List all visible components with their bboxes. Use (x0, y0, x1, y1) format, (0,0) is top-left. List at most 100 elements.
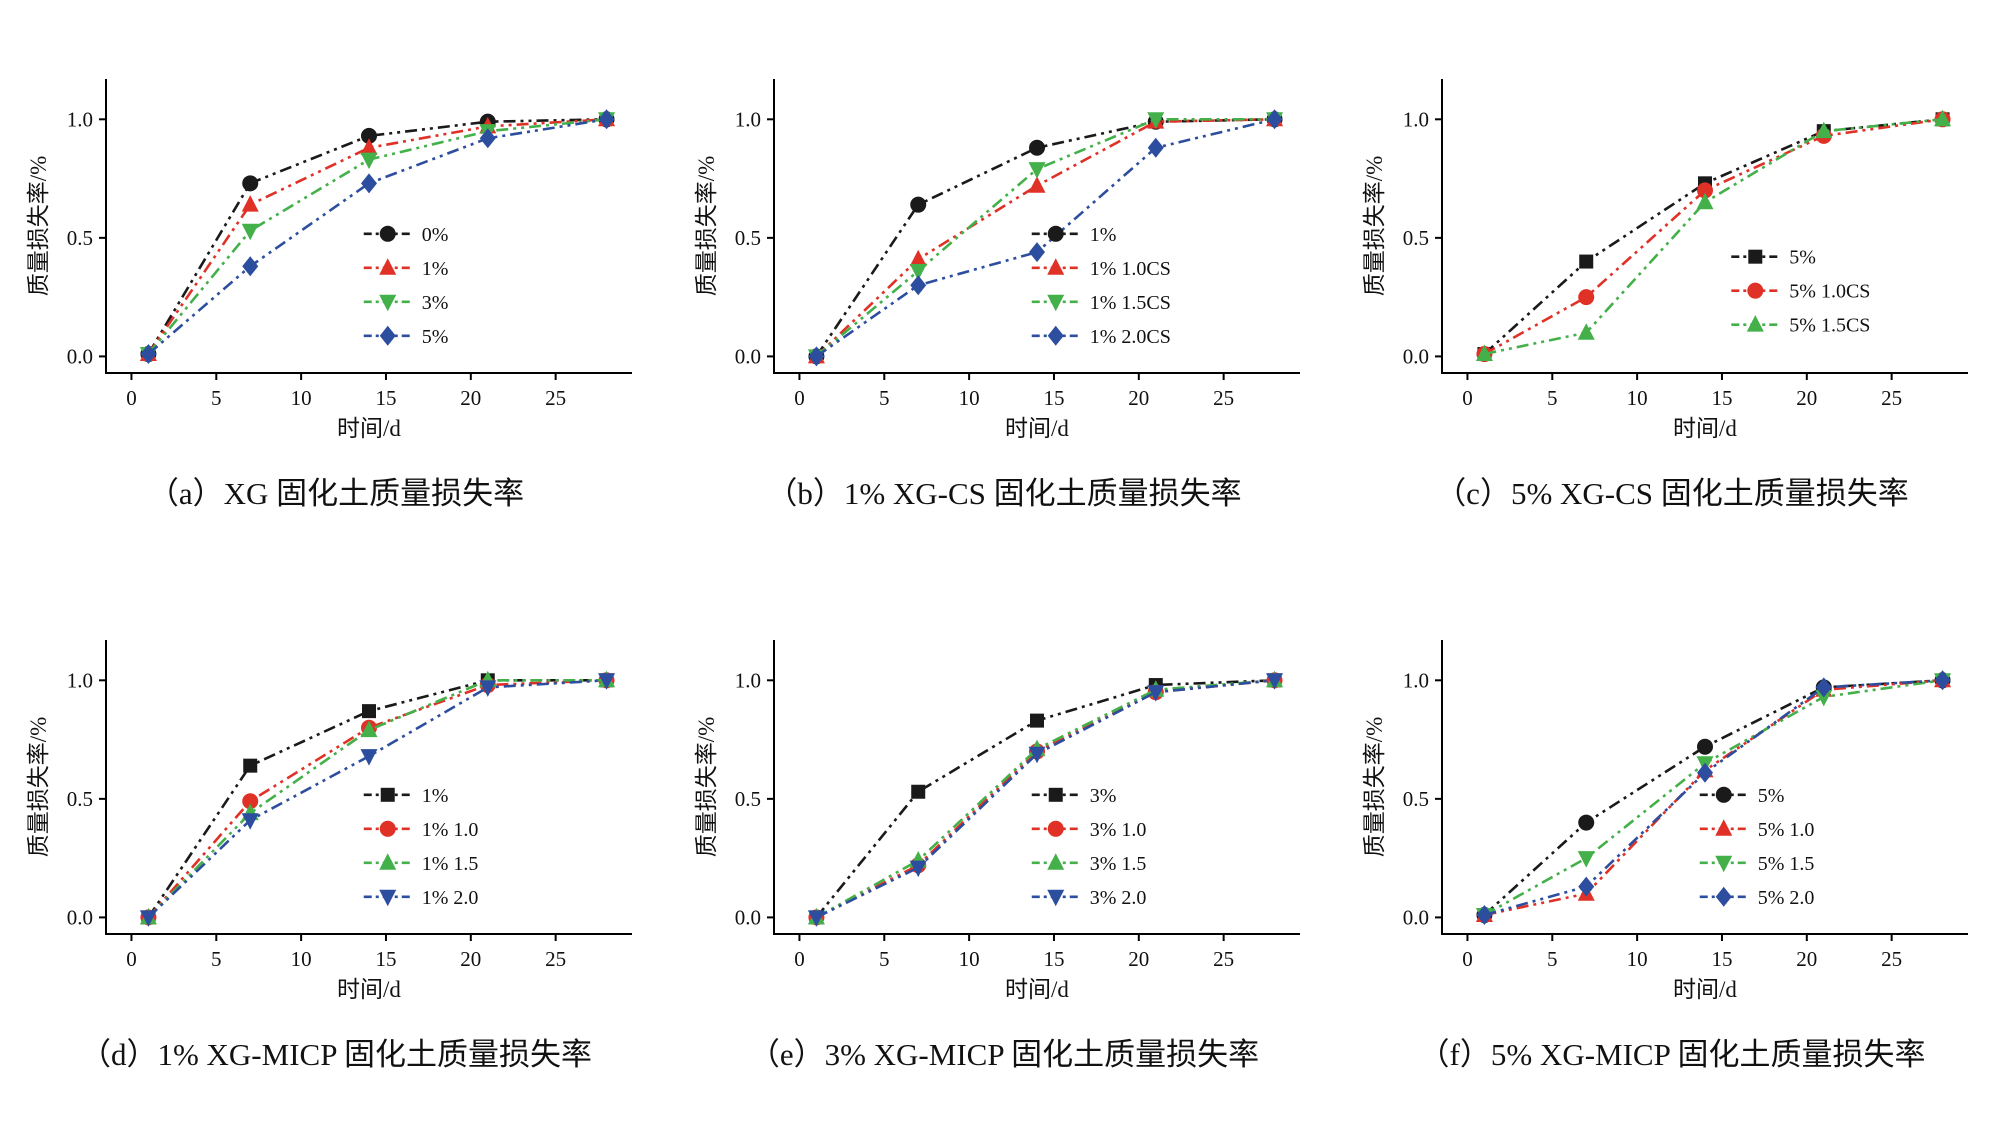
svg-text:0.5: 0.5 (1403, 226, 1429, 250)
svg-text:1.0: 1.0 (735, 668, 761, 692)
caption-f: （f）5% XG-MICP 固化土质量损失率 (1418, 1036, 1926, 1072)
svg-text:1.0: 1.0 (67, 668, 93, 692)
svg-text:5%: 5% (1758, 785, 1785, 807)
svg-text:时间/d: 时间/d (1005, 416, 1069, 441)
svg-text:1% 1.5: 1% 1.5 (422, 853, 479, 875)
svg-text:5% 1.5CS: 5% 1.5CS (1789, 315, 1870, 337)
svg-text:0.5: 0.5 (1403, 787, 1429, 811)
svg-text:1.0: 1.0 (735, 108, 761, 132)
caption-b: （b）1% XG-CS 固化土质量损失率 (766, 476, 1242, 512)
svg-text:1%: 1% (1090, 224, 1117, 246)
svg-text:0.0: 0.0 (1403, 345, 1429, 369)
svg-text:20: 20 (460, 947, 481, 971)
svg-text:0%: 0% (422, 224, 449, 246)
svg-text:1% 2.0: 1% 2.0 (422, 887, 479, 909)
svg-text:时间/d: 时间/d (1005, 977, 1069, 1002)
svg-text:0.0: 0.0 (1403, 905, 1429, 929)
svg-text:质量损失率/%: 质量损失率/% (1362, 716, 1387, 857)
subplot-d: 0 5 10 15 20 25 0.0 0.5 1.0 时间/d 质量损失率/% 1% 1% 1.0 1%… (16, 628, 656, 1074)
svg-text:25: 25 (1213, 386, 1234, 410)
svg-text:10: 10 (291, 386, 312, 410)
svg-text:25: 25 (1213, 947, 1234, 971)
svg-text:1% 1.5CS: 1% 1.5CS (1090, 292, 1171, 314)
svg-text:5: 5 (879, 947, 890, 971)
svg-text:质量损失率/%: 质量损失率/% (26, 156, 51, 297)
svg-text:15: 15 (1711, 386, 1732, 410)
svg-text:5% 2.0: 5% 2.0 (1758, 887, 1815, 909)
svg-text:5% 1.0: 5% 1.0 (1758, 819, 1815, 841)
svg-text:质量损失率/%: 质量损失率/% (694, 156, 719, 297)
svg-text:0.5: 0.5 (735, 226, 761, 250)
chart-a: 0 5 10 15 20 25 0.0 0.5 1.0 时间/d 质量损失率/% 0% 1% 3% 5% (26, 79, 632, 441)
chart-e: 0 5 10 15 20 25 0.0 0.5 1.0 时间/d 质量损失率/% 3% 3% 1.0 3%… (694, 639, 1300, 1002)
svg-text:3% 2.0: 3% 2.0 (1090, 887, 1147, 909)
svg-text:15: 15 (1043, 386, 1064, 410)
svg-text:质量损失率/%: 质量损失率/% (694, 716, 719, 857)
subplot-e: 0 5 10 15 20 25 0.0 0.5 1.0 时间/d 质量损失率/% 3% 3% 1.0 3%… (684, 628, 1324, 1074)
svg-text:1.0: 1.0 (1403, 668, 1429, 692)
svg-text:5%: 5% (422, 326, 449, 348)
svg-text:5: 5 (879, 386, 890, 410)
svg-text:0: 0 (126, 947, 137, 971)
svg-text:5% 1.5: 5% 1.5 (1758, 853, 1815, 875)
svg-text:0: 0 (794, 947, 805, 971)
svg-text:0.0: 0.0 (67, 905, 93, 929)
svg-text:25: 25 (1881, 386, 1902, 410)
svg-text:0: 0 (126, 386, 137, 410)
svg-text:1%: 1% (422, 785, 449, 807)
svg-text:15: 15 (375, 947, 396, 971)
svg-text:质量损失率/%: 质量损失率/% (26, 716, 51, 857)
svg-text:5%: 5% (1789, 247, 1816, 269)
svg-text:0.0: 0.0 (735, 345, 761, 369)
subplot-f: 0 5 10 15 20 25 0.0 0.5 1.0 时间/d 质量损失率/% 5% 5% 1.0 5%… (1352, 628, 1992, 1074)
svg-text:1% 1.0CS: 1% 1.0CS (1090, 258, 1171, 280)
svg-text:1.0: 1.0 (1403, 108, 1429, 132)
subplot-a: 0 5 10 15 20 25 0.0 0.5 1.0 时间/d 质量损失率/% 0% 1% 3% 5% （… (16, 67, 656, 513)
svg-text:0.5: 0.5 (67, 226, 93, 250)
svg-text:10: 10 (959, 386, 980, 410)
svg-text:3%: 3% (1090, 785, 1117, 807)
subplot-c: 0 5 10 15 20 25 0.0 0.5 1.0 时间/d 质量损失率/% 5% 5% 1.0CS… (1352, 67, 1992, 513)
caption-a: （a）XG 固化土质量损失率 (147, 476, 525, 512)
svg-text:15: 15 (375, 386, 396, 410)
svg-text:0: 0 (794, 386, 805, 410)
chart-f: 0 5 10 15 20 25 0.0 0.5 1.0 时间/d 质量损失率/% 5% 5% 1.0 5%… (1362, 639, 1968, 1002)
svg-text:5% 1.0CS: 5% 1.0CS (1789, 281, 1870, 303)
svg-text:3%: 3% (422, 292, 449, 314)
svg-text:15: 15 (1711, 947, 1732, 971)
subplot-b: 0 5 10 15 20 25 0.0 0.5 1.0 时间/d 质量损失率/% 1% 1% 1.0CS… (684, 67, 1324, 513)
svg-text:0: 0 (1462, 947, 1473, 971)
svg-text:0.5: 0.5 (67, 787, 93, 811)
svg-text:0.5: 0.5 (735, 787, 761, 811)
svg-text:3% 1.5: 3% 1.5 (1090, 853, 1147, 875)
svg-text:20: 20 (1128, 947, 1149, 971)
caption-d: （d）1% XG-MICP 固化土质量损失率 (79, 1036, 593, 1072)
svg-text:15: 15 (1043, 947, 1064, 971)
svg-text:20: 20 (460, 386, 481, 410)
caption-e: （e）3% XG-MICP 固化土质量损失率 (748, 1036, 1260, 1072)
svg-text:5: 5 (211, 947, 222, 971)
chart-c: 0 5 10 15 20 25 0.0 0.5 1.0 时间/d 质量损失率/% 5% 5% 1.0CS… (1362, 79, 1968, 441)
svg-text:时间/d: 时间/d (337, 977, 401, 1002)
svg-text:1% 1.0: 1% 1.0 (422, 819, 479, 841)
svg-text:25: 25 (545, 386, 566, 410)
svg-text:20: 20 (1796, 947, 1817, 971)
chart-b: 0 5 10 15 20 25 0.0 0.5 1.0 时间/d 质量损失率/% 1% 1% 1.0CS… (694, 79, 1300, 441)
svg-text:5: 5 (1547, 947, 1558, 971)
svg-text:20: 20 (1796, 386, 1817, 410)
svg-text:0.0: 0.0 (735, 905, 761, 929)
svg-text:10: 10 (959, 947, 980, 971)
svg-text:1% 2.0CS: 1% 2.0CS (1090, 326, 1171, 348)
caption-c: （c）5% XG-CS 固化土质量损失率 (1435, 476, 1909, 512)
svg-text:5: 5 (1547, 386, 1558, 410)
chart-d: 0 5 10 15 20 25 0.0 0.5 1.0 时间/d 质量损失率/% 1% 1% 1.0 1%… (26, 639, 632, 1002)
svg-text:10: 10 (1627, 386, 1648, 410)
svg-text:25: 25 (545, 947, 566, 971)
svg-text:5: 5 (211, 386, 222, 410)
svg-text:时间/d: 时间/d (1673, 416, 1737, 441)
svg-text:1%: 1% (422, 258, 449, 280)
svg-text:20: 20 (1128, 386, 1149, 410)
svg-text:时间/d: 时间/d (337, 416, 401, 441)
svg-text:1.0: 1.0 (67, 108, 93, 132)
